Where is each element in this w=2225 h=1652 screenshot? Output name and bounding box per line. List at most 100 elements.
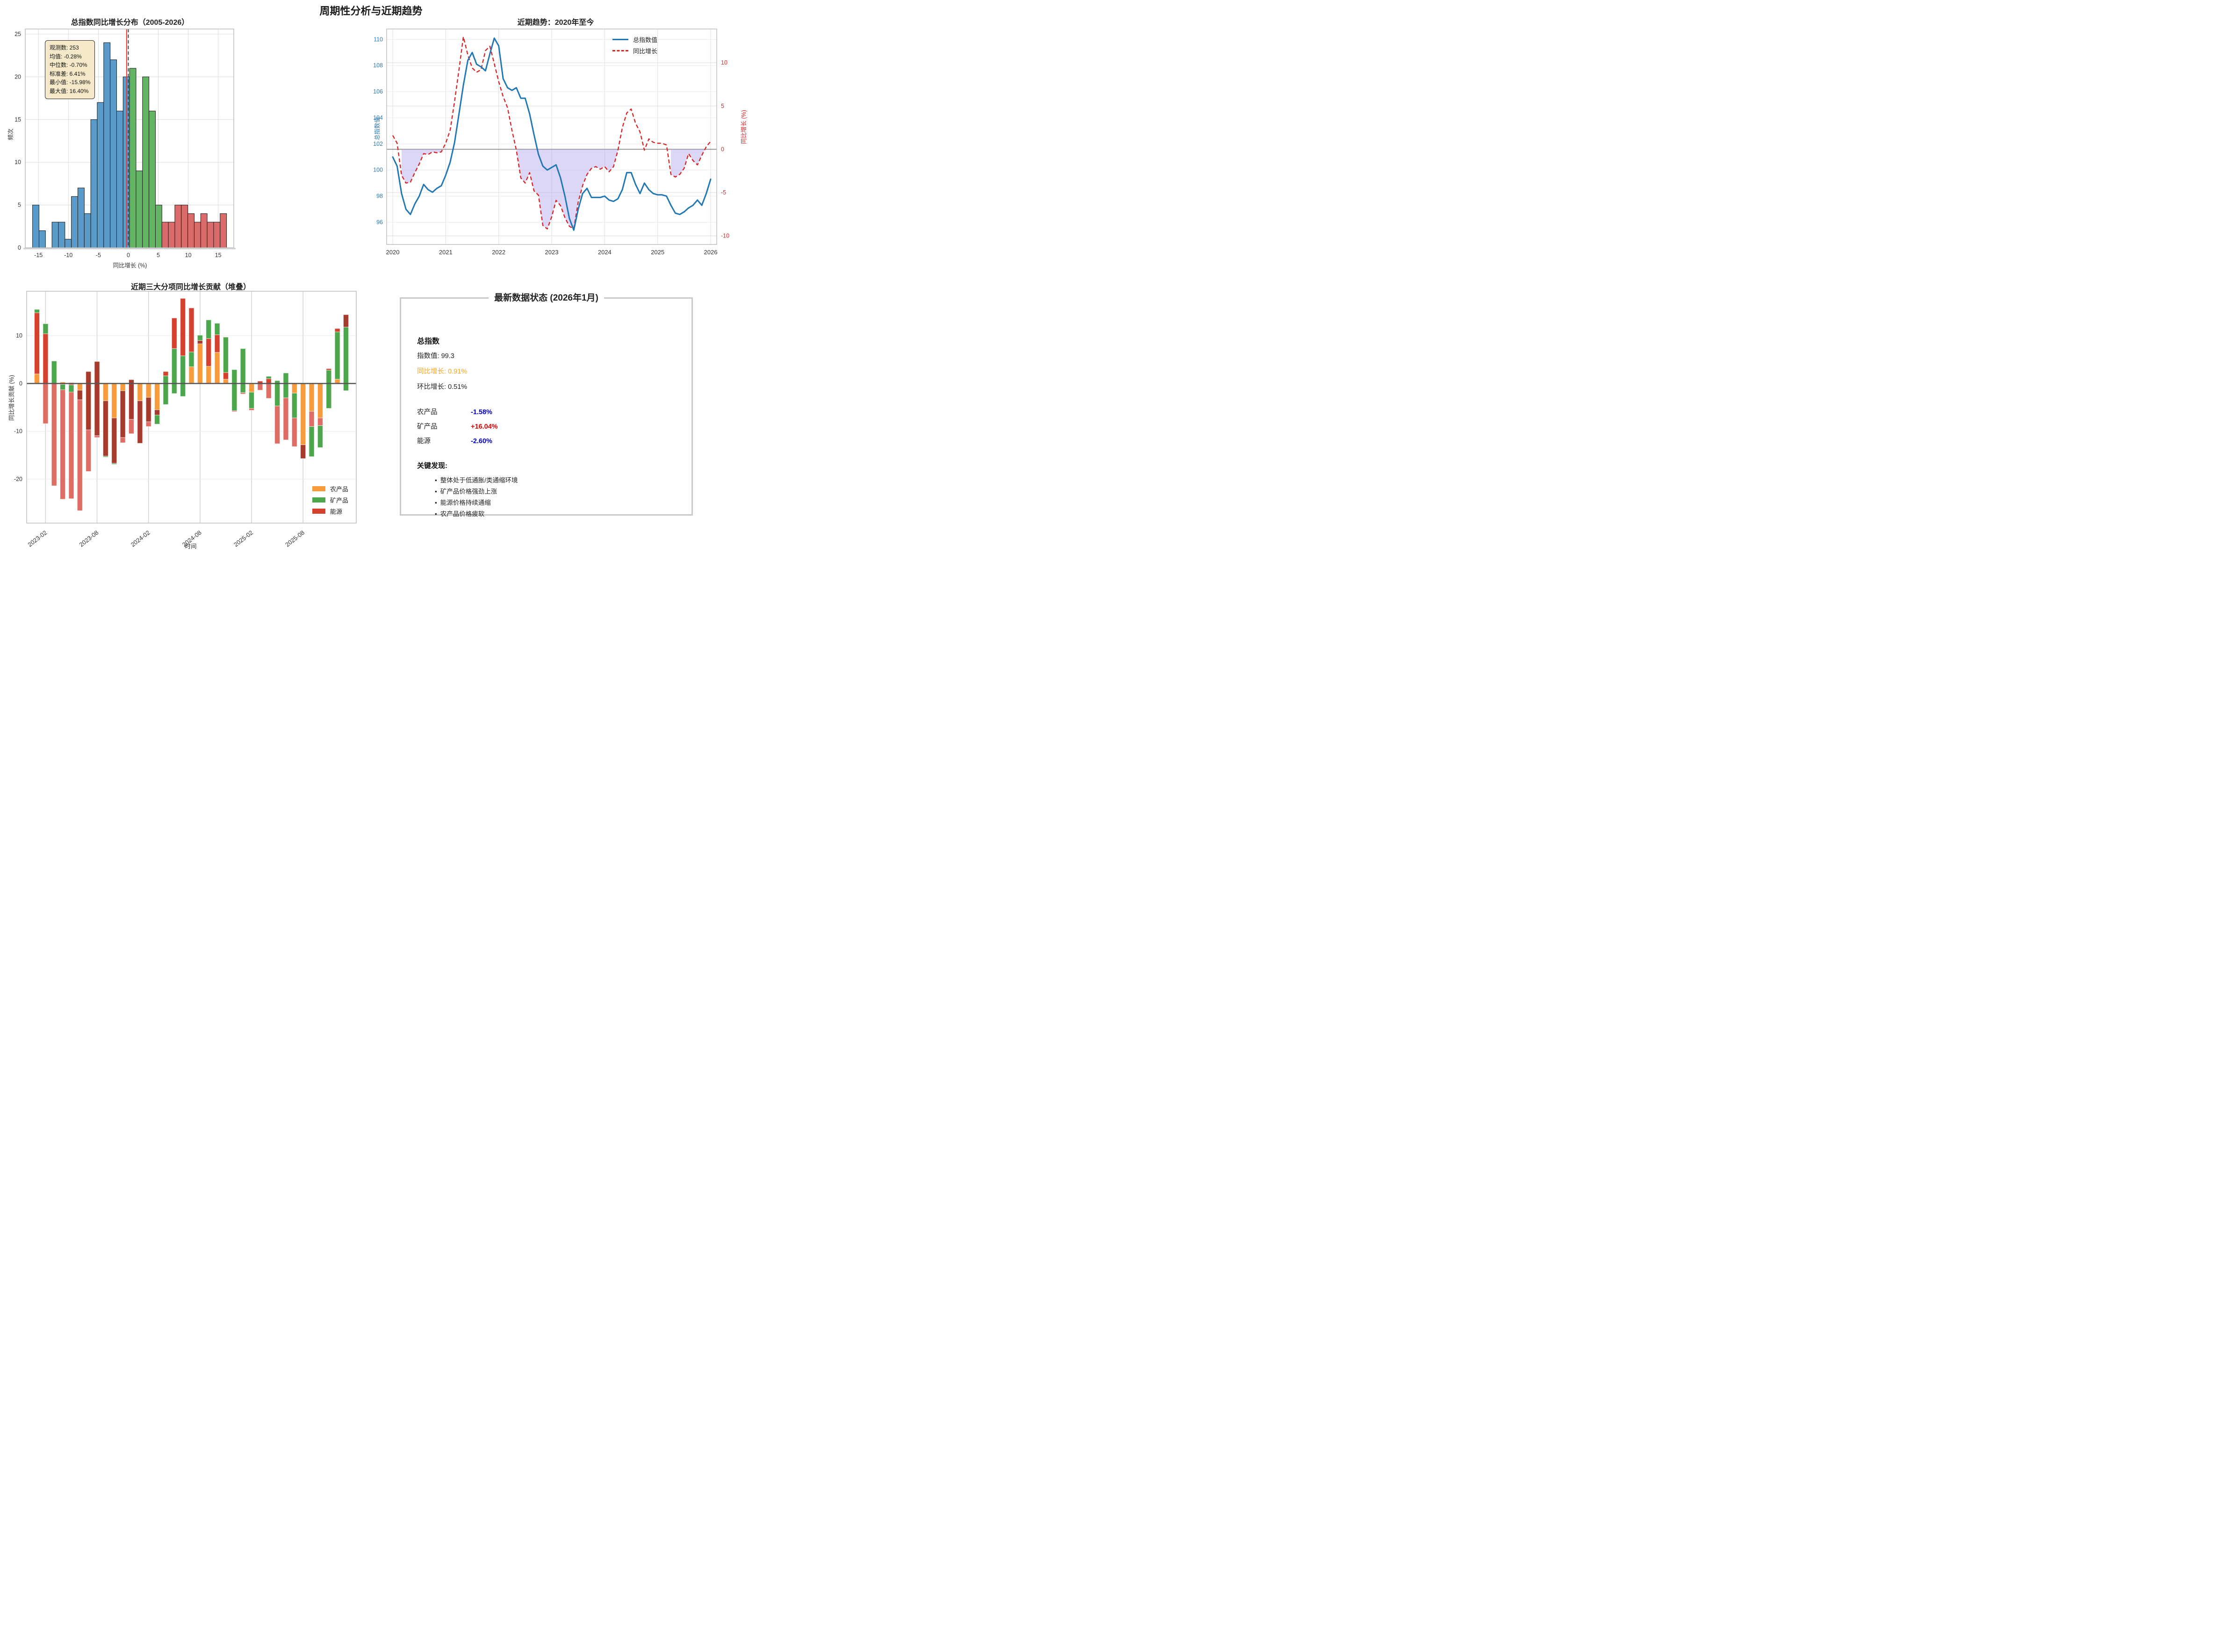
hist-bar	[149, 111, 156, 248]
contrib-bar-segment	[214, 334, 220, 353]
farm-label: 农产品	[417, 409, 438, 416]
finding-2-text: 矿产品价格强劲上涨	[440, 488, 497, 495]
hist-bar	[84, 213, 91, 248]
contrib-bar-segment	[214, 323, 220, 335]
contrib-bar-segment	[188, 366, 194, 384]
hist-bar	[136, 170, 143, 248]
contrib-bar-segment	[102, 456, 108, 458]
contrib-legend-energy: 能源	[312, 505, 348, 517]
histogram-stats-box: 观测数: 253 均值: -0.28% 中位数: -0.70% 标准差: 6.4…	[45, 40, 95, 99]
contrib-bar-segment	[223, 379, 229, 384]
hist-bar	[103, 42, 111, 248]
contrib-bar-segment	[34, 373, 40, 384]
contrib-bar-segment	[266, 376, 272, 379]
contrib-bar-segment	[291, 383, 297, 394]
contrib-bar-segment	[51, 360, 57, 384]
status-comp-energy: 能源 -2.60%	[417, 436, 492, 445]
contrib-bar-segment	[249, 408, 255, 411]
hist-tick-labels: -15 -10 -5 0 5 10 15 0 5 10 15 20 25	[14, 31, 222, 259]
contrib-bar-segment	[334, 331, 340, 380]
contrib-bar-segment	[68, 384, 74, 393]
trend-gridlines	[387, 29, 717, 244]
status-title: 最新数据状态 (2026年1月)	[400, 291, 693, 303]
contrib-bar-segment	[283, 373, 289, 398]
svg-text:102: 102	[373, 141, 383, 147]
hist-bar	[174, 205, 182, 248]
hist-spines	[25, 29, 234, 248]
trend-tick-labels: 2020 2021 2022 2023 2024 2025 2026969810010210…	[373, 36, 729, 256]
index-value-label: 指数值:	[417, 352, 439, 360]
contrib-bar-segment	[34, 309, 40, 313]
stat-min: 最小值: -15.98%	[50, 79, 91, 86]
negative-yoy-fill	[398, 149, 705, 229]
status-comp-mineral: 矿产品 +16.04%	[417, 421, 498, 431]
red-dashed-swatch	[612, 50, 628, 51]
contrib-bar-segment	[334, 379, 340, 384]
energy-swatch	[312, 508, 325, 514]
yoy-line	[392, 36, 711, 230]
contrib-chart: 2023-02 2023-08 2024-02 2024-08 2025-02 2025-…	[14, 291, 357, 548]
contrib-bar-segment	[188, 352, 194, 367]
trend-ylabel-left: 总指数值	[374, 116, 381, 140]
contrib-bar-segment	[309, 411, 315, 427]
trend-legend-index: 总指数值	[612, 34, 657, 45]
contrib-bar-segment	[145, 383, 151, 398]
histogram-ylabel: 频次	[7, 128, 14, 140]
svg-text:2026: 2026	[704, 249, 718, 256]
hist-bar	[187, 213, 194, 248]
contrib-legend-mineral: 矿产品	[312, 494, 348, 505]
trend-legend-index-label: 总指数值	[633, 36, 658, 43]
hist-bar	[220, 213, 227, 248]
svg-text:98: 98	[376, 193, 383, 200]
hist-bar	[58, 222, 65, 248]
contrib-spines	[26, 291, 357, 524]
svg-text:5: 5	[721, 103, 724, 109]
stat-max: 最大值: 16.40%	[50, 87, 89, 94]
contrib-legend-farm-label: 农产品	[330, 485, 349, 493]
contrib-bar-segment	[77, 399, 83, 511]
yoy-number: 0.91%	[448, 368, 468, 375]
blue-line-swatch	[612, 38, 628, 40]
contrib-bar-segment	[43, 333, 49, 384]
svg-text:-20: -20	[14, 476, 22, 482]
contrib-bar-segment	[266, 383, 272, 399]
hist-bar	[142, 76, 150, 248]
contrib-bar-segment	[291, 417, 297, 447]
contrib-bar-segment	[145, 421, 151, 427]
contrib-bar-segment	[34, 312, 40, 374]
finding-3-text: 能源价格持续通缩	[440, 499, 491, 506]
svg-text:2021: 2021	[439, 249, 453, 256]
contrib-bar-segment	[77, 382, 83, 391]
contrib-bar-segment	[86, 371, 92, 431]
farm-value: -1.58%	[471, 409, 492, 416]
svg-text:106: 106	[373, 88, 383, 95]
energy-value: -2.60%	[471, 438, 492, 445]
contrib-bar-segment	[197, 343, 203, 384]
contrib-bar-segment	[291, 393, 297, 418]
svg-text:104: 104	[373, 115, 383, 121]
contrib-bar-segment	[94, 435, 100, 438]
svg-text:-10: -10	[721, 232, 729, 239]
index-line	[392, 37, 712, 231]
contrib-bar-segment	[145, 397, 151, 422]
svg-text:-15: -15	[34, 252, 43, 259]
svg-text:20: 20	[14, 73, 21, 80]
histogram-title: 总指数同比增长分布（2005-2026）	[71, 19, 189, 27]
contrib-bar-segment	[171, 348, 177, 394]
contrib-bar-segment	[94, 361, 100, 436]
contrib-bar-segment	[206, 366, 212, 384]
index-value-number: 99.3	[441, 352, 454, 360]
hist-bar	[155, 205, 162, 248]
contrib-xlabel: 时间	[185, 543, 197, 550]
svg-text:2020: 2020	[386, 249, 400, 256]
contrib-bar-segment	[249, 383, 255, 393]
contrib-bar-segment	[163, 375, 169, 405]
contrib-bar-segment	[180, 355, 186, 397]
hist-bar	[32, 205, 39, 248]
trend-legend-yoy: 同比增长	[612, 45, 657, 56]
svg-text:-10: -10	[64, 252, 72, 259]
hist-bar	[90, 119, 98, 248]
status-yoy: 同比增长: 0.91%	[417, 366, 467, 376]
contrib-bar-segment	[60, 384, 66, 390]
contrib-bar-segment	[43, 323, 49, 334]
